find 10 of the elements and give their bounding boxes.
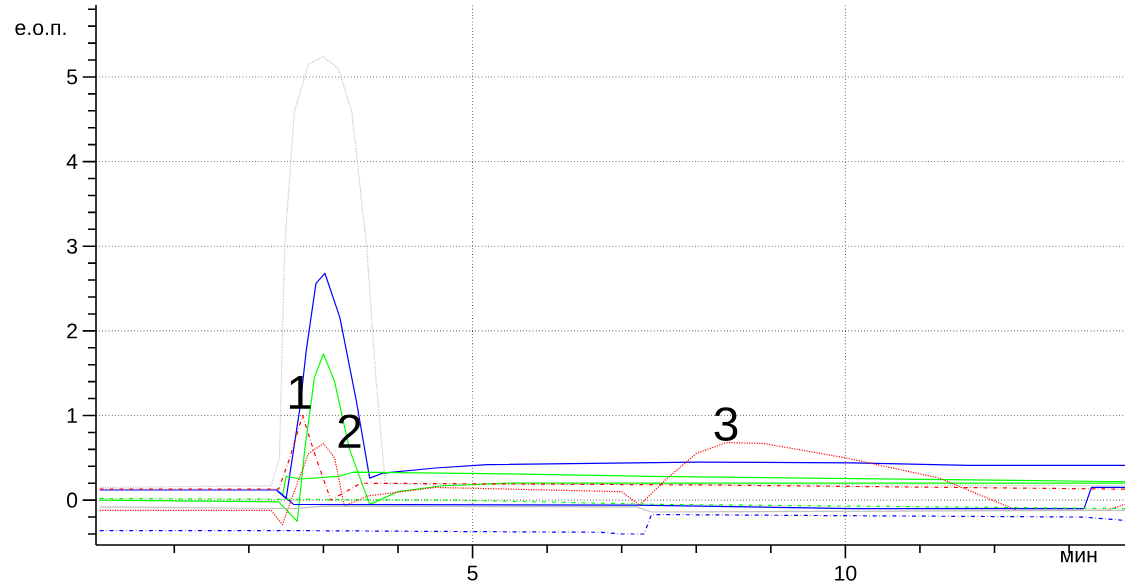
y-tick-label: 5 [67, 69, 78, 85]
x-tick-label: 10 [835, 565, 857, 581]
y-tick-label: 4 [66, 154, 78, 169]
y-tick-label: 1 [67, 408, 77, 423]
annotation: 3 [714, 407, 738, 441]
x-axis-title: мин [1061, 551, 1097, 563]
y-tick-label: 0 [66, 492, 78, 508]
y-axis-title: е.о.п. [15, 23, 66, 36]
y-tick-label: 2 [67, 323, 77, 339]
y-tick-label: 3 [66, 238, 78, 254]
